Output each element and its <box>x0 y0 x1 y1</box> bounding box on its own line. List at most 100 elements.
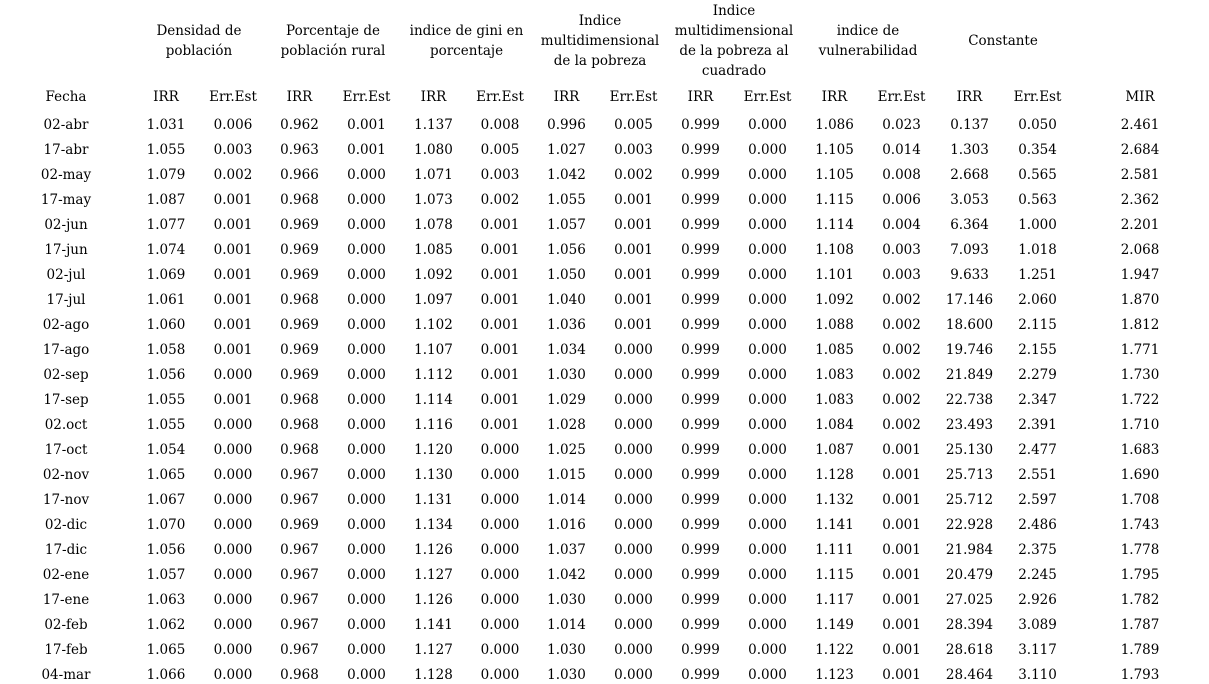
table-body: 02-abr 1.031 0.006 0.962 0.001 1.137 0.008 0.99… <box>0 112 1209 684</box>
table-row: 17-sep 1.055 0.001 0.968 0.000 1.114 0.001 1.02… <box>0 387 1209 412</box>
cell-value: 20.479 <box>945 566 994 583</box>
cell-value: 0.002 <box>480 191 520 208</box>
cell-value: 0.001 <box>882 591 921 608</box>
cell-value: 0.000 <box>347 341 386 358</box>
cell-value: 0.000 <box>748 416 787 433</box>
cell-fecha: 17-may <box>40 191 92 208</box>
cell-value: 1.126 <box>414 591 453 608</box>
cell-value: 0.000 <box>480 566 520 583</box>
cell-value: 0.000 <box>748 241 787 258</box>
cell-value: 1.040 <box>547 291 586 308</box>
cell-value: 0.001 <box>480 266 520 283</box>
cell-mir: 1.793 <box>1120 666 1160 683</box>
cell-value: 1.085 <box>414 241 453 258</box>
cell-mir: 1.683 <box>1120 441 1160 458</box>
cell-value: 0.000 <box>748 641 787 658</box>
cell-value: 0.023 <box>882 116 921 133</box>
cell-value: 0.000 <box>213 491 253 508</box>
cell-value: 0.000 <box>213 441 253 458</box>
cell-mir: 1.722 <box>1120 391 1160 408</box>
col-header-err-est: Err.Est <box>609 89 658 105</box>
cell-value: 0.001 <box>882 616 921 633</box>
cell-value: 1.092 <box>815 291 854 308</box>
cell-value: 0.999 <box>681 241 720 258</box>
cell-value: 1.070 <box>146 516 186 533</box>
cell-value: 0.000 <box>347 166 386 183</box>
cell-value: 1.073 <box>414 191 453 208</box>
cell-fecha: 17-feb <box>44 641 88 658</box>
cell-value: 0.000 <box>347 366 386 383</box>
cell-value: 0.000 <box>748 366 787 383</box>
col-header-err-est: Err.Est <box>877 89 926 105</box>
cell-value: 0.000 <box>748 266 787 283</box>
cell-value: 1.105 <box>815 166 854 183</box>
cell-value: 1.087 <box>815 441 854 458</box>
cell-value: 0.000 <box>480 516 520 533</box>
col-header-irr: IRR <box>420 89 447 105</box>
cell-value: 1.130 <box>414 466 453 483</box>
cell-value: 0.967 <box>280 641 319 658</box>
cell-value: 28.394 <box>945 616 994 633</box>
cell-fecha: 02-sep <box>43 366 89 383</box>
cell-fecha: 17-dic <box>44 541 88 558</box>
cell-value: 1.080 <box>414 141 453 158</box>
table-row: 02-abr 1.031 0.006 0.962 0.001 1.137 0.008 0.99… <box>0 112 1209 137</box>
cell-value: 0.001 <box>213 191 253 208</box>
cell-value: 0.001 <box>213 316 253 333</box>
cell-value: 17.146 <box>945 291 994 308</box>
cell-value: 1.084 <box>815 416 854 433</box>
cell-value: 23.493 <box>945 416 994 433</box>
cell-mir: 1.812 <box>1120 316 1160 333</box>
cell-value: 0.967 <box>280 541 319 558</box>
cell-value: 0.000 <box>748 566 787 583</box>
cell-value: 0.000 <box>614 666 653 683</box>
table-row: 17-feb 1.065 0.000 0.967 0.000 1.127 0.000 1.03… <box>0 637 1209 662</box>
cell-value: 0.999 <box>681 191 720 208</box>
cell-value: 0.001 <box>213 291 253 308</box>
cell-value: 0.001 <box>882 466 921 483</box>
cell-value: 1.116 <box>414 416 453 433</box>
cell-fecha: 17-ago <box>42 341 90 358</box>
cell-value: 0.014 <box>882 141 921 158</box>
table-row: 02-ago 1.060 0.001 0.969 0.000 1.102 0.001 1.03… <box>0 312 1209 337</box>
cell-value: 1.030 <box>547 641 586 658</box>
cell-value: 1.014 <box>547 491 586 508</box>
cell-value: 0.000 <box>347 666 386 683</box>
cell-value: 0.968 <box>280 666 319 683</box>
cell-value: 1.058 <box>146 341 186 358</box>
cell-value: 1.107 <box>414 341 453 358</box>
cell-value: 1.112 <box>414 366 453 383</box>
cell-value: 0.000 <box>213 666 253 683</box>
cell-value: 0.999 <box>681 391 720 408</box>
cell-value: 0.969 <box>280 516 319 533</box>
cell-value: 0.000 <box>748 541 787 558</box>
col-header-irr: IRR <box>821 89 848 105</box>
cell-value: 1.077 <box>146 216 186 233</box>
cell-value: 2.245 <box>1018 566 1057 583</box>
cell-value: 0.000 <box>748 441 787 458</box>
cell-value: 1.303 <box>950 141 989 158</box>
cell-value: 0.001 <box>480 366 520 383</box>
cell-mir: 1.782 <box>1120 591 1160 608</box>
cell-value: 0.002 <box>213 166 253 183</box>
cell-value: 0.001 <box>480 316 520 333</box>
cell-value: 0.968 <box>280 191 319 208</box>
cell-value: 0.999 <box>681 341 720 358</box>
cell-value: 0.000 <box>347 291 386 308</box>
cell-value: 0.000 <box>480 491 520 508</box>
cell-value: 1.108 <box>815 241 854 258</box>
cell-value: 0.001 <box>213 391 253 408</box>
cell-value: 2.486 <box>1018 516 1057 533</box>
table-row: 02.oct 1.055 0.000 0.968 0.000 1.116 0.001 1.02… <box>0 412 1209 437</box>
cell-value: 1.127 <box>414 641 453 658</box>
table-row: 02-dic 1.070 0.000 0.969 0.000 1.134 0.000 1.01… <box>0 512 1209 537</box>
cell-value: 1.097 <box>414 291 453 308</box>
table-row: 17-may 1.087 0.001 0.968 0.000 1.073 0.002 1.05… <box>0 187 1209 212</box>
cell-value: 1.029 <box>547 391 586 408</box>
cell-value: 1.031 <box>146 116 186 133</box>
cell-value: 1.060 <box>146 316 186 333</box>
cell-value: 0.969 <box>280 366 319 383</box>
cell-value: 0.000 <box>614 541 653 558</box>
cell-fecha: 02-ago <box>42 316 90 333</box>
cell-value: 0.001 <box>480 416 520 433</box>
